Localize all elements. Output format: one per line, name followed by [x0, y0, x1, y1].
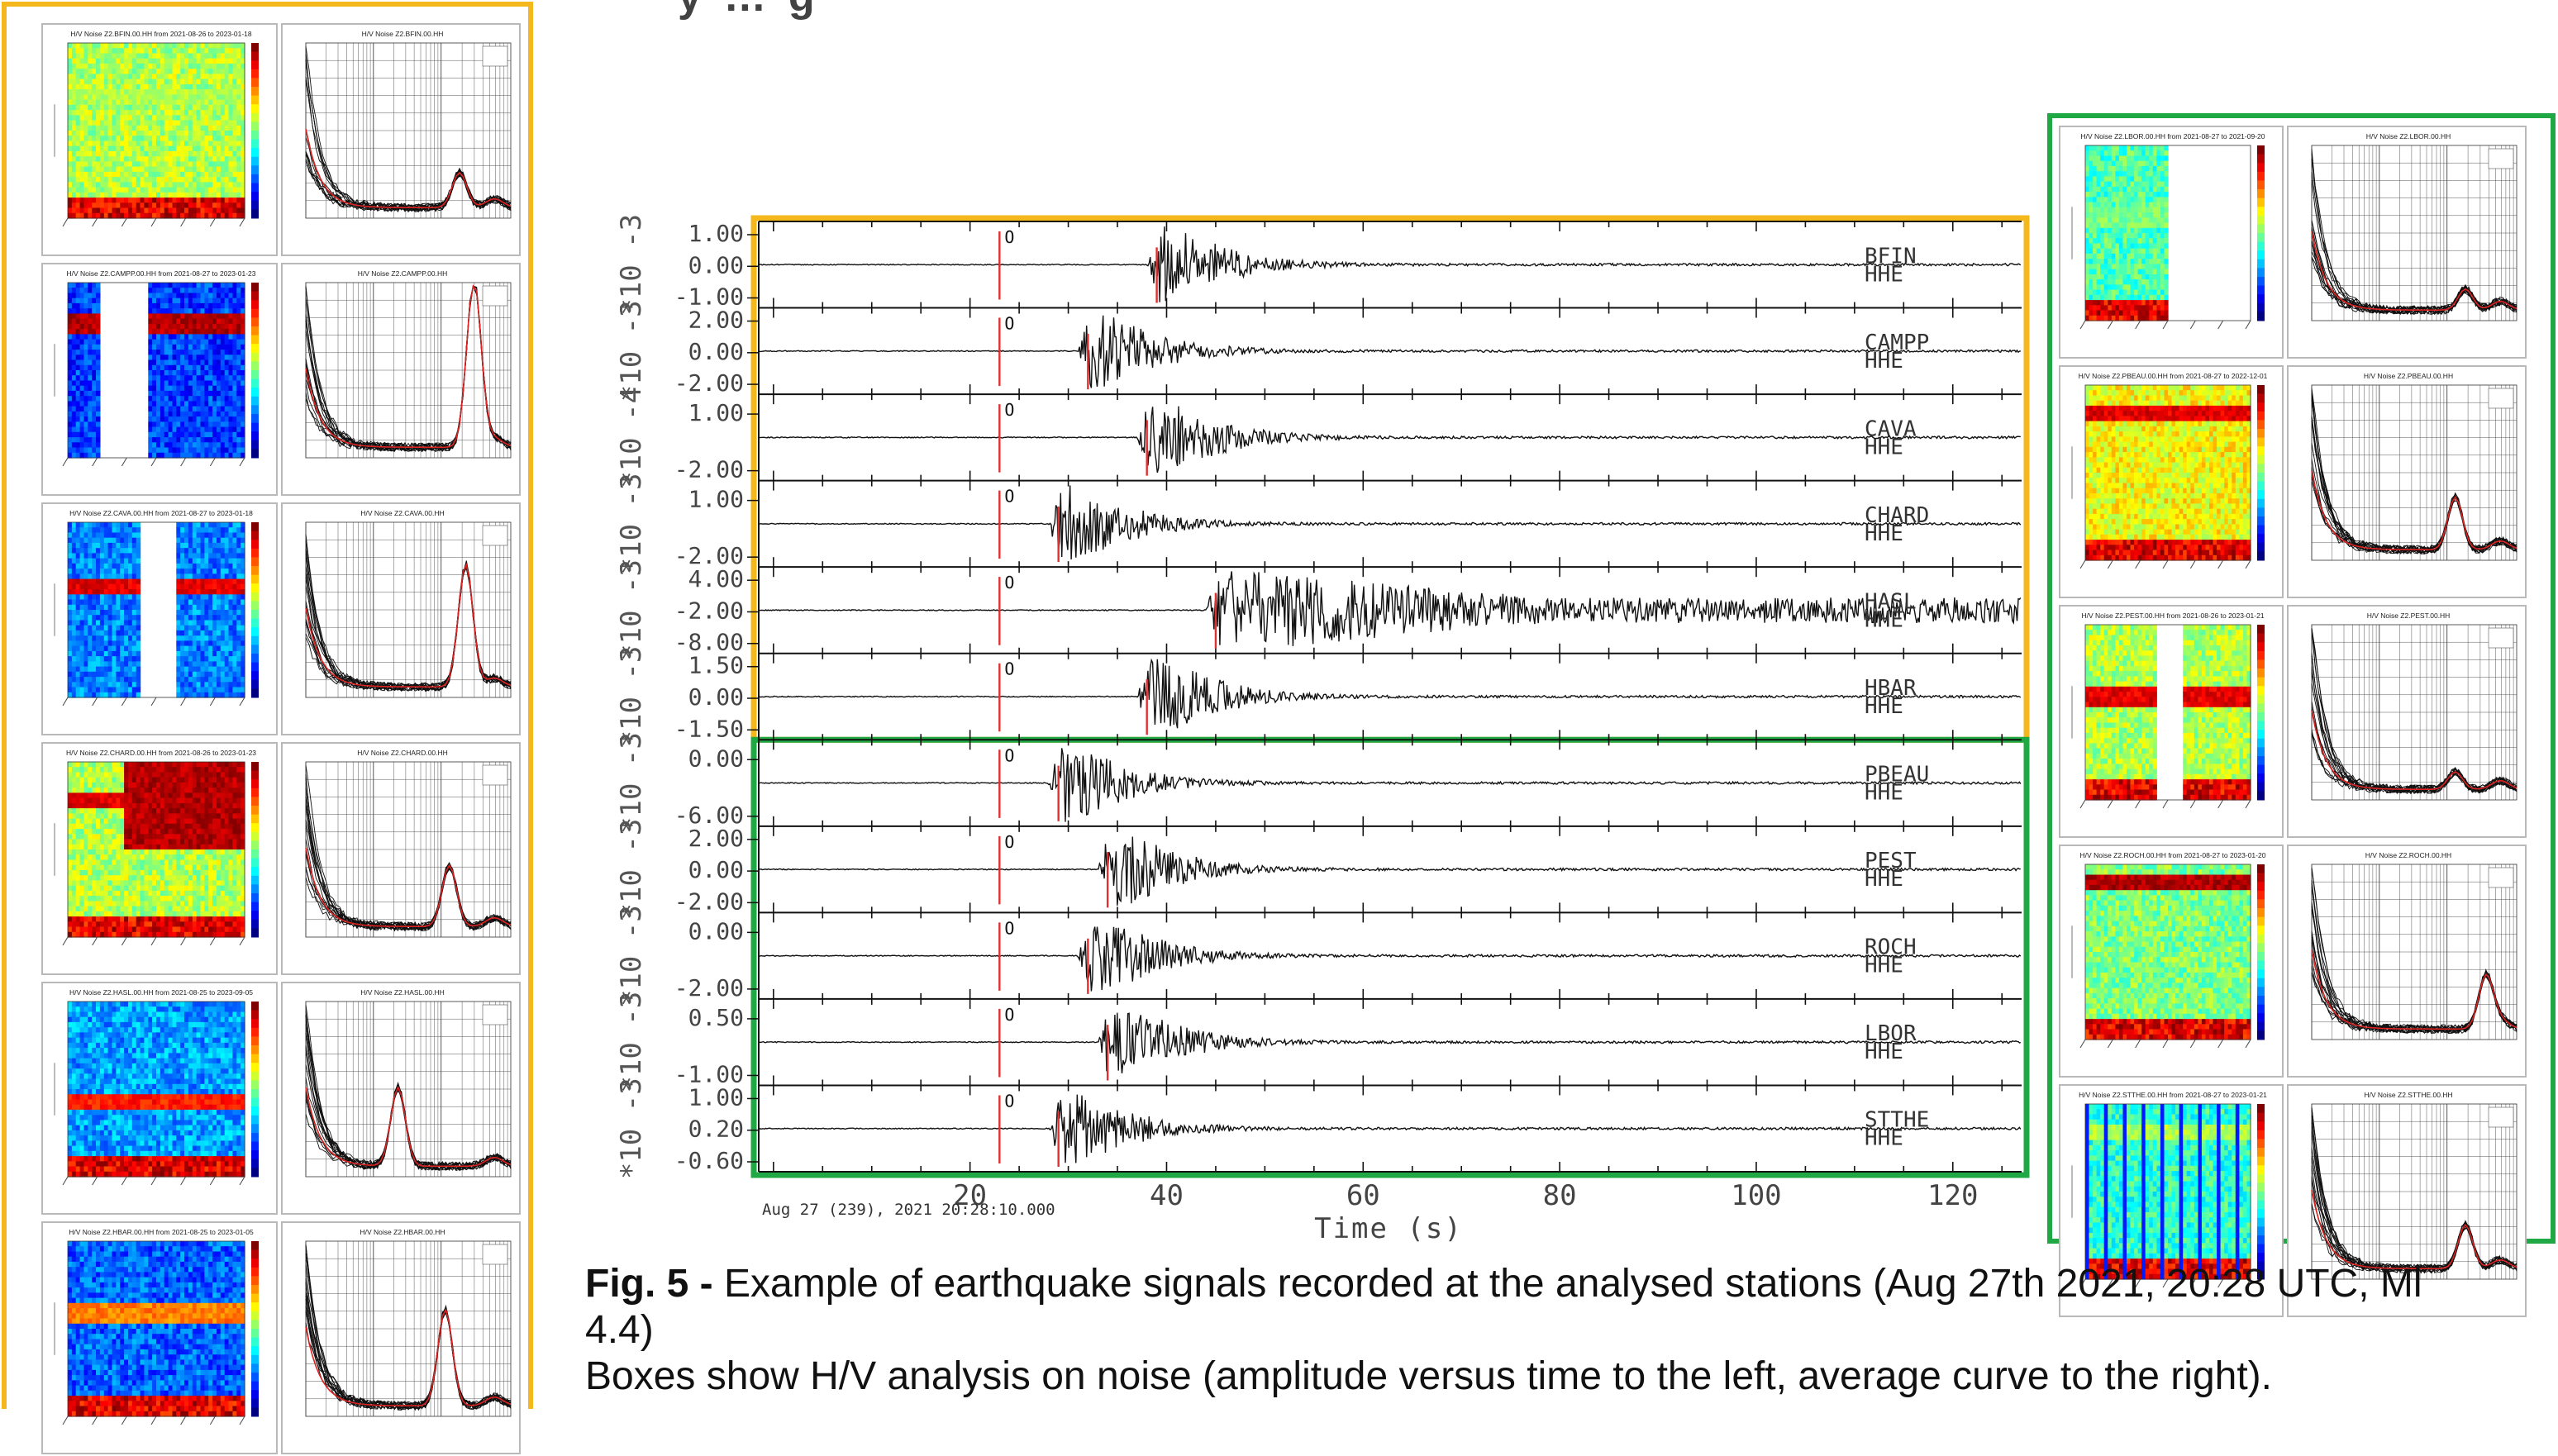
ytick-roch-1: -2.00 — [674, 974, 744, 1002]
channel-label-pbeau: HHE — [1865, 781, 1903, 806]
ytick-hbar-0: 1.50 — [688, 652, 744, 679]
ytick-cava-0: 1.00 — [688, 399, 744, 426]
ytick-cava-1: -2.00 — [674, 456, 744, 483]
pick-label-bfin: O — [1004, 227, 1014, 247]
ytick-roch-0: 0.00 — [688, 917, 744, 944]
ytick-hasl-0: 4.00 — [688, 565, 744, 592]
ytick-pest-1: 0.00 — [688, 856, 744, 883]
channel-label-hbar: HHE — [1865, 694, 1903, 719]
yellow-station-frame — [754, 218, 2027, 740]
pick-label-pbeau: O — [1004, 745, 1014, 765]
scale-label-bfin: *10 -3 — [615, 214, 648, 316]
waveform-pest — [759, 837, 2021, 906]
waveform-pbeau — [759, 748, 2021, 821]
green-station-frame — [754, 740, 2027, 1175]
pick-label-cava: O — [1004, 400, 1014, 420]
ytick-lbor-0: 0.50 — [688, 1004, 744, 1031]
ytick-hasl-1: -2.00 — [674, 597, 744, 625]
scale-label-lbor: *10 -3 — [615, 992, 648, 1093]
channel-label-campp: HHE — [1865, 349, 1903, 374]
ytick-chard-0: 1.00 — [688, 486, 744, 513]
caption-line-2: Boxes show H/V analysis on noise (amplit… — [585, 1354, 2486, 1400]
xtick-80: 80 — [1543, 1179, 1577, 1212]
scale-label-stthe: *10 -3 — [615, 1078, 648, 1179]
ytick-pest-0: 2.00 — [688, 825, 744, 852]
xtick-100: 100 — [1731, 1179, 1781, 1212]
waveform-chard — [759, 486, 2021, 560]
channel-label-hasl: HHE — [1865, 607, 1903, 632]
pick-label-campp: O — [1004, 314, 1014, 334]
scale-label-roch: *10 -3 — [615, 905, 648, 1006]
scale-label-campp: *10 -3 — [615, 300, 648, 402]
scale-label-pest: *10 -3 — [615, 819, 648, 921]
waveform-lbor — [759, 1013, 2021, 1073]
date-label: Aug 27 (239), 2021 20:28:10.000 — [762, 1201, 1055, 1219]
pick-label-roch: O — [1004, 918, 1014, 938]
ytick-hbar-1: 0.00 — [688, 683, 744, 711]
xtick-120: 120 — [1927, 1179, 1978, 1212]
ytick-stthe-2: -0.60 — [674, 1147, 744, 1174]
pick-label-pest: O — [1004, 832, 1014, 852]
pick-label-hasl: O — [1004, 573, 1014, 592]
figure-caption: Fig. 5 - Example of earthquake signals r… — [585, 1261, 2486, 1400]
ytick-bfin-0: 1.00 — [688, 220, 744, 247]
waveform-cava — [759, 407, 2021, 473]
channel-label-cava: HHE — [1865, 435, 1903, 459]
ytick-stthe-1: 0.20 — [688, 1116, 744, 1143]
channel-label-roch: HHE — [1865, 954, 1903, 978]
scale-label-chard: *10 -3 — [615, 473, 648, 574]
pick-label-chard: O — [1004, 487, 1014, 507]
channel-label-chard: HHE — [1865, 521, 1903, 546]
waveform-campp — [759, 316, 2021, 388]
pick-label-hbar: O — [1004, 659, 1014, 679]
pick-label-lbor: O — [1004, 1005, 1014, 1025]
channel-label-lbor: HHE — [1865, 1040, 1903, 1064]
waveform-hasl — [759, 571, 2021, 645]
scale-label-hasl: *10 -3 — [615, 559, 648, 661]
waveform-bfin — [759, 226, 2021, 302]
scale-label-hbar: *10 -3 — [615, 646, 648, 748]
waveform-stthe — [759, 1095, 2021, 1163]
scale-label-pbeau: *10 -3 — [615, 732, 648, 834]
ytick-pest-2: -2.00 — [674, 887, 744, 915]
ytick-campp-2: -2.00 — [674, 369, 744, 397]
ytick-campp-1: 0.00 — [688, 338, 744, 365]
waveform-hbar — [759, 659, 2021, 728]
pick-label-stthe: O — [1004, 1091, 1014, 1111]
ytick-bfin-1: 0.00 — [688, 251, 744, 278]
channel-label-stthe: HHE — [1865, 1126, 1903, 1151]
x-axis-label: Time (s) — [1314, 1212, 1463, 1245]
ytick-campp-0: 2.00 — [688, 307, 744, 334]
scale-label-cava: *10 -4 — [615, 387, 648, 488]
caption-line-1: Example of earthquake signals recorded a… — [585, 1262, 2422, 1352]
ytick-stthe-0: 1.00 — [688, 1084, 744, 1111]
caption-label: Fig. 5 - — [585, 1262, 713, 1306]
ytick-pbeau-0: 0.00 — [688, 745, 744, 772]
xtick-60: 60 — [1346, 1179, 1380, 1212]
waveform-roch — [759, 927, 2021, 992]
ytick-hbar-2: -1.50 — [674, 715, 744, 742]
channel-label-bfin: HHE — [1865, 262, 1903, 287]
xtick-40: 40 — [1150, 1179, 1184, 1212]
channel-label-pest: HHE — [1865, 867, 1903, 892]
